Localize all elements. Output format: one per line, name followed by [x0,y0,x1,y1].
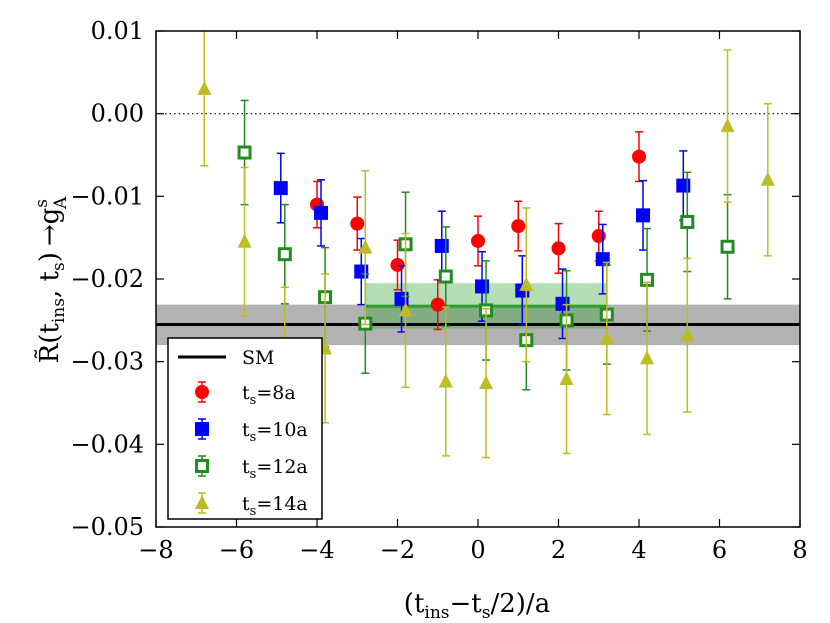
marker-square [314,205,329,220]
x-tick-label: 4 [631,536,646,564]
marker-square [475,279,490,294]
marker-triangle [398,302,413,317]
marker-square [636,208,651,223]
x-tick-label: −8 [138,536,173,564]
y-tick-label: −0.03 [70,348,144,376]
y-tick-label: −0.02 [70,265,144,293]
legend-label: ts=14a [242,493,308,519]
reference-lines [156,113,800,326]
marker-triangle [479,375,494,390]
marker-circle [632,149,646,164]
marker-square [273,181,288,196]
marker-triangle [760,171,775,186]
marker-circle [350,216,365,231]
legend-label: ts=10a [242,419,308,445]
marker-circle [551,241,566,256]
y-tick-label: 0.00 [91,100,144,128]
marker-triangle [197,80,212,95]
marker-triangle [640,350,655,365]
marker-triangle [720,118,735,133]
x-tick-label: −2 [380,536,415,564]
marker-square [555,296,570,311]
x-axis-label: (tins−ts/2)/a [404,589,550,623]
y-tick-label: 0.01 [91,17,144,45]
marker-circle [471,233,485,248]
legend-entry-10a: ts=10a [195,418,308,445]
marker-triangle [559,371,574,386]
x-tick-label: −6 [219,536,254,564]
y-label-sub-s: s [49,262,69,271]
marker-square [195,422,209,436]
y-label-sup-s: s [32,199,52,208]
marker-square [676,178,691,193]
legend-entry-12a: ts=12a [195,455,308,482]
marker-circle [591,229,606,244]
marker-square [394,291,409,306]
marker-open-square [195,459,209,473]
marker-circle [195,385,209,399]
legend-sm-label: SM [242,347,274,369]
marker-triangle [599,330,614,345]
y-tick-label: −0.05 [70,513,144,541]
x-tick-label: 0 [470,536,485,564]
y-label-arrow: →g [35,208,65,246]
x-tick-label: 8 [792,536,807,564]
marker-triangle [680,327,695,342]
x-tick-label: 6 [712,536,727,564]
marker-circle [430,297,445,312]
legend-entry-8a: ts=8a [195,381,296,408]
marker-open-square [438,269,453,284]
y-tick-label: −0.01 [70,182,144,210]
series-14a [197,31,775,459]
legend-entry-14a: ts=14a [195,492,308,519]
marker-triangle [195,495,209,509]
y-label-comma: , t [35,270,65,298]
x-label-sub-s: s [482,603,491,623]
marker-open-square [680,214,695,229]
marker-open-square [277,247,292,262]
marker-square [434,238,449,253]
y-label-close: ) [35,252,65,262]
marker-triangle [438,373,453,388]
legend-label: ts=12a [242,456,308,482]
marker-square [354,264,369,279]
marker-triangle [237,233,252,248]
legend: SM ts=8a ts=10a ts=12a ts=14a [167,337,323,520]
axis-ticks: −8 −6 −4 −2 0 2 4 6 8 0.01 0.00 −0.01 −0.02 −0.03 −0.0… [70,17,807,564]
x-label-sub-ins: ins [424,603,449,623]
x-tick-label: 2 [551,536,566,564]
x-tick-label: −4 [299,536,334,564]
legend-series: ts=8a ts=10a ts=12a ts=14a [195,381,308,519]
marker-circle [511,219,526,234]
x-label-part-c: −t [450,589,483,619]
y-label-sub-ins: ins [49,298,69,323]
marker-open-square [237,145,252,160]
y-label-sub-a: A [51,196,71,210]
y-axis-label: R̃(tins, ts)→gsA [32,196,71,363]
x-label-part-e: /2)/a [490,589,550,619]
y-label-r: R̃(t [34,323,65,364]
marker-circle [390,257,405,272]
x-label-part-a: (t [404,589,425,619]
data-points-layer [197,31,775,459]
y-tick-label: −0.04 [70,430,144,458]
marker-triangle [358,239,373,254]
marker-open-square [720,239,735,254]
marker-triangle [519,276,534,291]
legend-box [167,337,323,520]
marker-square [595,252,610,267]
legend-label: ts=8a [242,382,296,408]
